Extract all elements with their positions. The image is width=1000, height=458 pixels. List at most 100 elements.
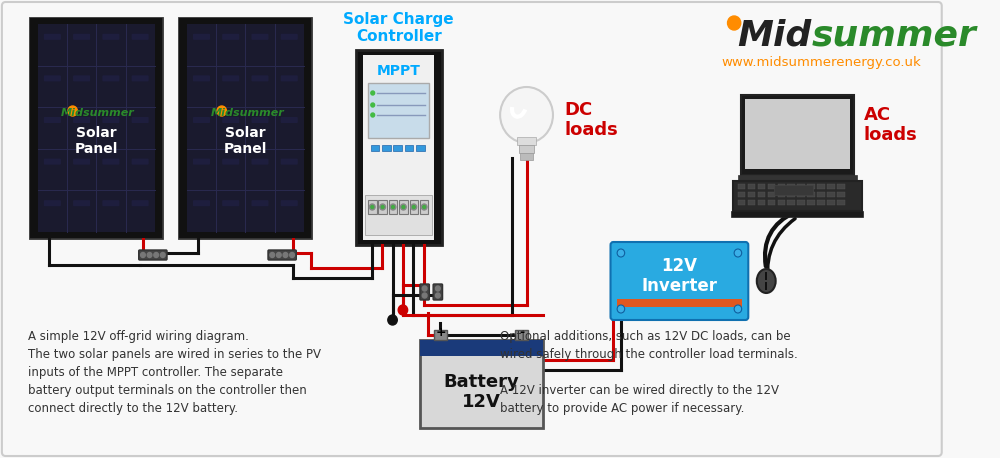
Bar	[778, 200, 785, 205]
Bar	[837, 184, 845, 189]
Text: Solar
Panel: Solar Panel	[75, 126, 118, 156]
Bar	[827, 184, 835, 189]
Circle shape	[402, 206, 405, 208]
Bar	[797, 192, 805, 197]
Bar	[768, 192, 775, 197]
Bar	[741, 95, 854, 175]
FancyBboxPatch shape	[102, 117, 119, 123]
FancyBboxPatch shape	[2, 2, 942, 456]
Bar	[778, 184, 785, 189]
Bar	[179, 18, 187, 238]
Bar	[758, 184, 765, 189]
Bar	[371, 145, 379, 151]
Circle shape	[412, 206, 415, 208]
Bar	[768, 200, 775, 205]
FancyBboxPatch shape	[193, 117, 210, 123]
Text: -: -	[519, 326, 524, 339]
Circle shape	[500, 87, 553, 143]
Bar	[434, 330, 447, 340]
FancyBboxPatch shape	[420, 284, 429, 300]
Circle shape	[398, 305, 408, 315]
Bar	[368, 200, 377, 214]
FancyBboxPatch shape	[251, 117, 268, 123]
Bar	[30, 232, 162, 238]
Bar	[365, 195, 432, 235]
FancyBboxPatch shape	[222, 34, 239, 40]
Circle shape	[728, 16, 741, 30]
Bar	[519, 145, 534, 153]
FancyBboxPatch shape	[281, 158, 298, 164]
Text: Battery
12V: Battery 12V	[443, 373, 519, 411]
Bar	[807, 192, 815, 197]
Bar	[304, 18, 311, 238]
Bar	[837, 200, 845, 205]
FancyBboxPatch shape	[268, 250, 296, 260]
Bar	[382, 145, 391, 151]
Circle shape	[617, 305, 625, 313]
Bar	[416, 145, 425, 151]
FancyBboxPatch shape	[281, 76, 298, 82]
Bar	[515, 330, 528, 340]
Bar	[774, 185, 813, 195]
Text: Solar Charge
Controller: Solar Charge Controller	[343, 12, 454, 44]
Bar	[778, 192, 785, 197]
Circle shape	[371, 206, 374, 208]
Bar	[827, 200, 835, 205]
Circle shape	[160, 252, 165, 257]
FancyBboxPatch shape	[281, 200, 298, 206]
FancyBboxPatch shape	[251, 200, 268, 206]
FancyBboxPatch shape	[73, 76, 90, 82]
Bar	[758, 192, 765, 197]
Bar	[817, 192, 825, 197]
Circle shape	[68, 106, 77, 116]
FancyBboxPatch shape	[73, 158, 90, 164]
Circle shape	[435, 293, 440, 298]
FancyBboxPatch shape	[44, 34, 61, 40]
Bar	[765, 272, 767, 280]
Bar	[389, 200, 397, 214]
Bar	[738, 175, 857, 181]
Circle shape	[371, 113, 375, 117]
Circle shape	[371, 91, 375, 95]
Text: DC
loads: DC loads	[564, 101, 618, 139]
FancyBboxPatch shape	[611, 242, 748, 320]
Bar	[30, 18, 162, 24]
Circle shape	[380, 204, 385, 210]
Circle shape	[392, 206, 394, 208]
Bar	[733, 181, 862, 211]
FancyBboxPatch shape	[73, 117, 90, 123]
Bar	[420, 340, 543, 428]
FancyBboxPatch shape	[132, 76, 149, 82]
Text: MPPT: MPPT	[377, 64, 421, 78]
Bar	[420, 200, 428, 214]
Text: +: +	[435, 326, 446, 339]
FancyBboxPatch shape	[132, 158, 149, 164]
FancyBboxPatch shape	[44, 200, 61, 206]
Bar	[827, 192, 835, 197]
Bar	[617, 299, 742, 307]
Bar	[837, 192, 845, 197]
Bar	[368, 83, 429, 138]
Circle shape	[369, 204, 375, 210]
Bar	[405, 145, 413, 151]
Text: Mid: Mid	[737, 18, 812, 52]
FancyBboxPatch shape	[102, 34, 119, 40]
FancyBboxPatch shape	[139, 250, 167, 260]
Circle shape	[421, 204, 427, 210]
FancyBboxPatch shape	[222, 117, 239, 123]
Bar	[748, 200, 755, 205]
FancyBboxPatch shape	[251, 76, 268, 82]
Circle shape	[734, 305, 742, 313]
Bar	[399, 200, 408, 214]
FancyBboxPatch shape	[132, 34, 149, 40]
Bar	[807, 200, 815, 205]
Bar	[179, 18, 311, 24]
FancyBboxPatch shape	[132, 200, 149, 206]
Text: summer: summer	[812, 18, 976, 52]
FancyBboxPatch shape	[44, 117, 61, 123]
Circle shape	[422, 293, 427, 298]
FancyBboxPatch shape	[222, 76, 239, 82]
Text: 12V
Inverter: 12V Inverter	[641, 256, 717, 295]
Bar	[787, 192, 795, 197]
FancyBboxPatch shape	[73, 200, 90, 206]
